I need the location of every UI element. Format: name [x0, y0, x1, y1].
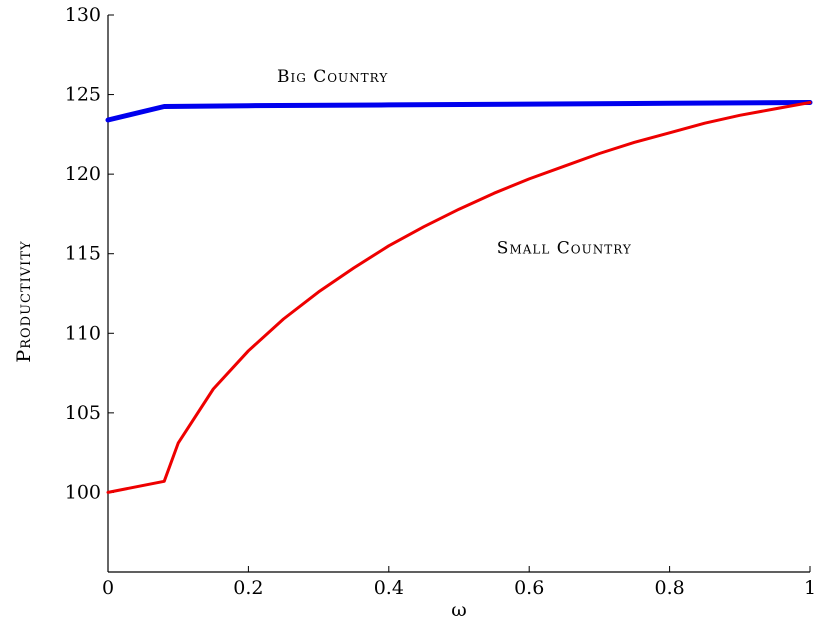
- big-country-label: Big Country: [277, 67, 388, 87]
- x-tick-label: 0.6: [514, 577, 544, 599]
- labels-group: Big Country Small Country: [277, 67, 632, 259]
- y-tick-label: 110: [65, 322, 101, 344]
- big-country-line: [105, 100, 813, 123]
- x-tick-label: 0.8: [654, 577, 684, 599]
- y-tick-label: 125: [65, 84, 101, 106]
- small-country-label: Small Country: [497, 239, 632, 259]
- y-tick-label: 120: [65, 163, 101, 185]
- y-tick-label: 105: [65, 402, 101, 424]
- x-tick-label: 0: [102, 577, 114, 599]
- y-tick-label: 115: [65, 243, 101, 265]
- y-tick-label: 100: [65, 481, 101, 503]
- y-axis-title: Productivity: [13, 240, 35, 362]
- x-axis-title: ω: [451, 599, 467, 621]
- y-tick-label: 130: [65, 4, 101, 26]
- axes: 100 105 110 115 120 125 130 0 0.2 0.4 0.6 0.8 1: [65, 4, 814, 599]
- x-tick-label: 0.4: [374, 577, 404, 599]
- small-country-line: [106, 101, 812, 494]
- x-tick-label: 1: [804, 577, 814, 599]
- x-tick-label: 0.2: [233, 577, 263, 599]
- series-group: [105, 100, 813, 494]
